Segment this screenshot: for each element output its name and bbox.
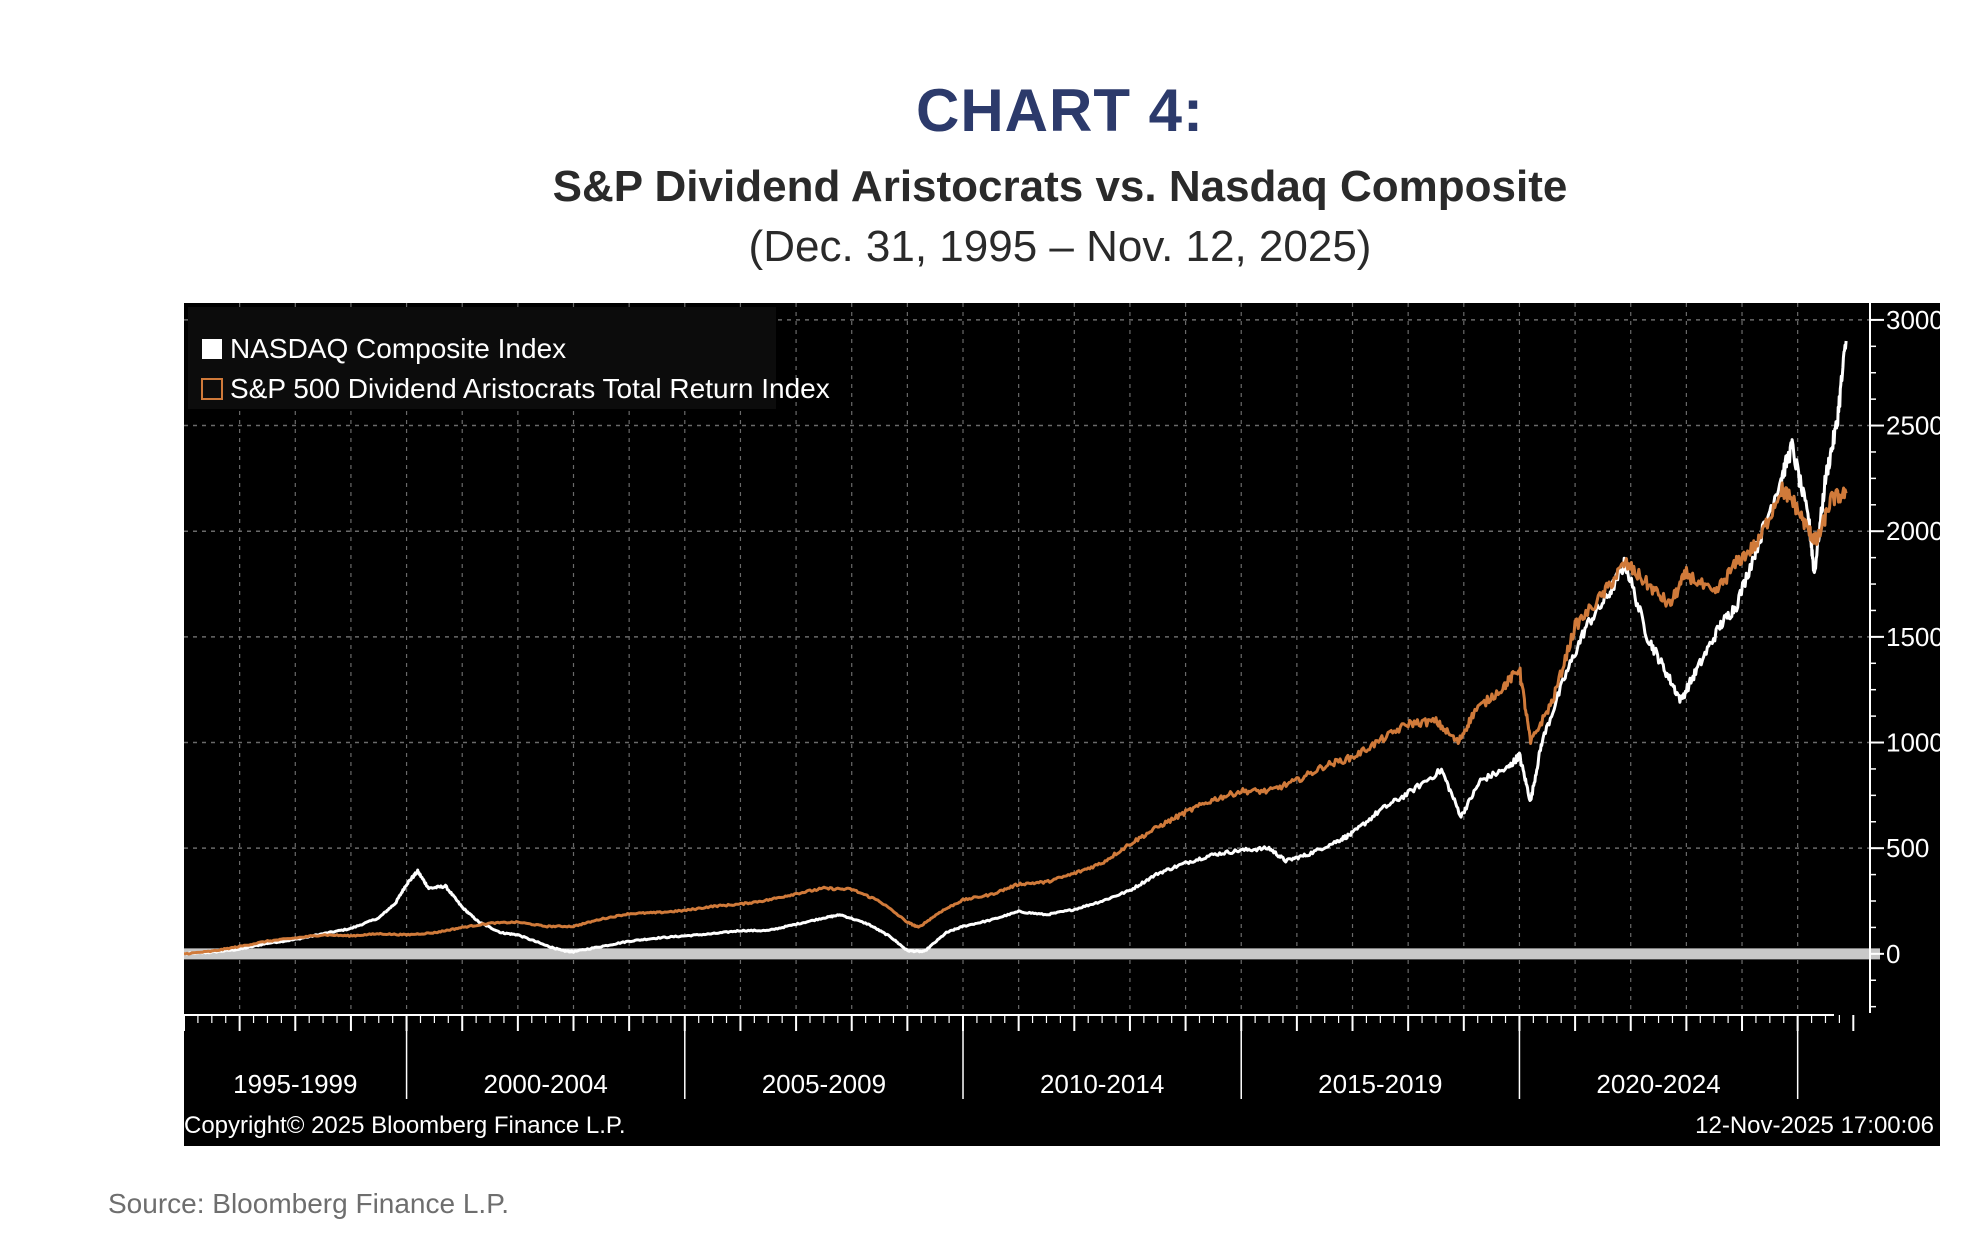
period-label: 2015-2019 xyxy=(1318,1069,1442,1099)
timestamp-text: 12-Nov-2025 17:00:06 xyxy=(1695,1112,1934,1139)
copyright-text: Copyright© 2025 Bloomberg Finance L.P. xyxy=(184,1112,626,1139)
y-tick-label: 1500 xyxy=(1886,622,1940,652)
legend-label-nasdaq: NASDAQ Composite Index xyxy=(230,333,566,364)
period-label: 2005-2009 xyxy=(762,1069,886,1099)
series-line-nasdaq xyxy=(184,340,1848,956)
y-tick-label: 2500 xyxy=(1886,411,1940,441)
period-label: 1995-1999 xyxy=(233,1069,357,1099)
legend-swatch-aristocrats xyxy=(201,378,223,400)
series-layer xyxy=(184,340,1848,956)
axis-layer: 0 500 1000 1500 2000 2500 3000 1995-1999 2000-20… xyxy=(184,303,1940,1099)
chart-panel: 0 500 1000 1500 2000 2500 3000 1995-1999 2000-20… xyxy=(184,303,1940,1146)
legend: NASDAQ Composite Index S&P 500 Dividend … xyxy=(188,307,830,409)
source-note: Source: Bloomberg Finance L.P. xyxy=(108,1188,510,1219)
chart-date-range: (Dec. 31, 1995 – Nov. 12, 2025) xyxy=(748,222,1372,271)
y-tick-label: 1000 xyxy=(1886,728,1940,758)
y-tick-label: 3000 xyxy=(1886,305,1940,335)
legend-label-aristocrats: S&P 500 Dividend Aristocrats Total Retur… xyxy=(230,373,830,404)
period-label: 2010-2014 xyxy=(1040,1069,1164,1099)
grid-layer xyxy=(184,303,1870,1013)
y-tick-label: 2000 xyxy=(1886,516,1940,546)
chart-subtitle: S&P Dividend Aristocrats vs. Nasdaq Comp… xyxy=(552,162,1568,211)
y-tick-label: 0 xyxy=(1886,939,1900,969)
chart-svg: 0 500 1000 1500 2000 2500 3000 1995-1999 2000-20… xyxy=(184,303,1940,1139)
y-tick-label: 500 xyxy=(1886,833,1929,863)
legend-swatch-nasdaq xyxy=(202,339,222,359)
period-label: 2020-2024 xyxy=(1596,1069,1720,1099)
period-label: 2000-2004 xyxy=(484,1069,608,1099)
chart-title: CHART 4: xyxy=(916,77,1204,144)
series-line-aristocrats xyxy=(184,481,1848,956)
legend-box xyxy=(188,307,776,409)
